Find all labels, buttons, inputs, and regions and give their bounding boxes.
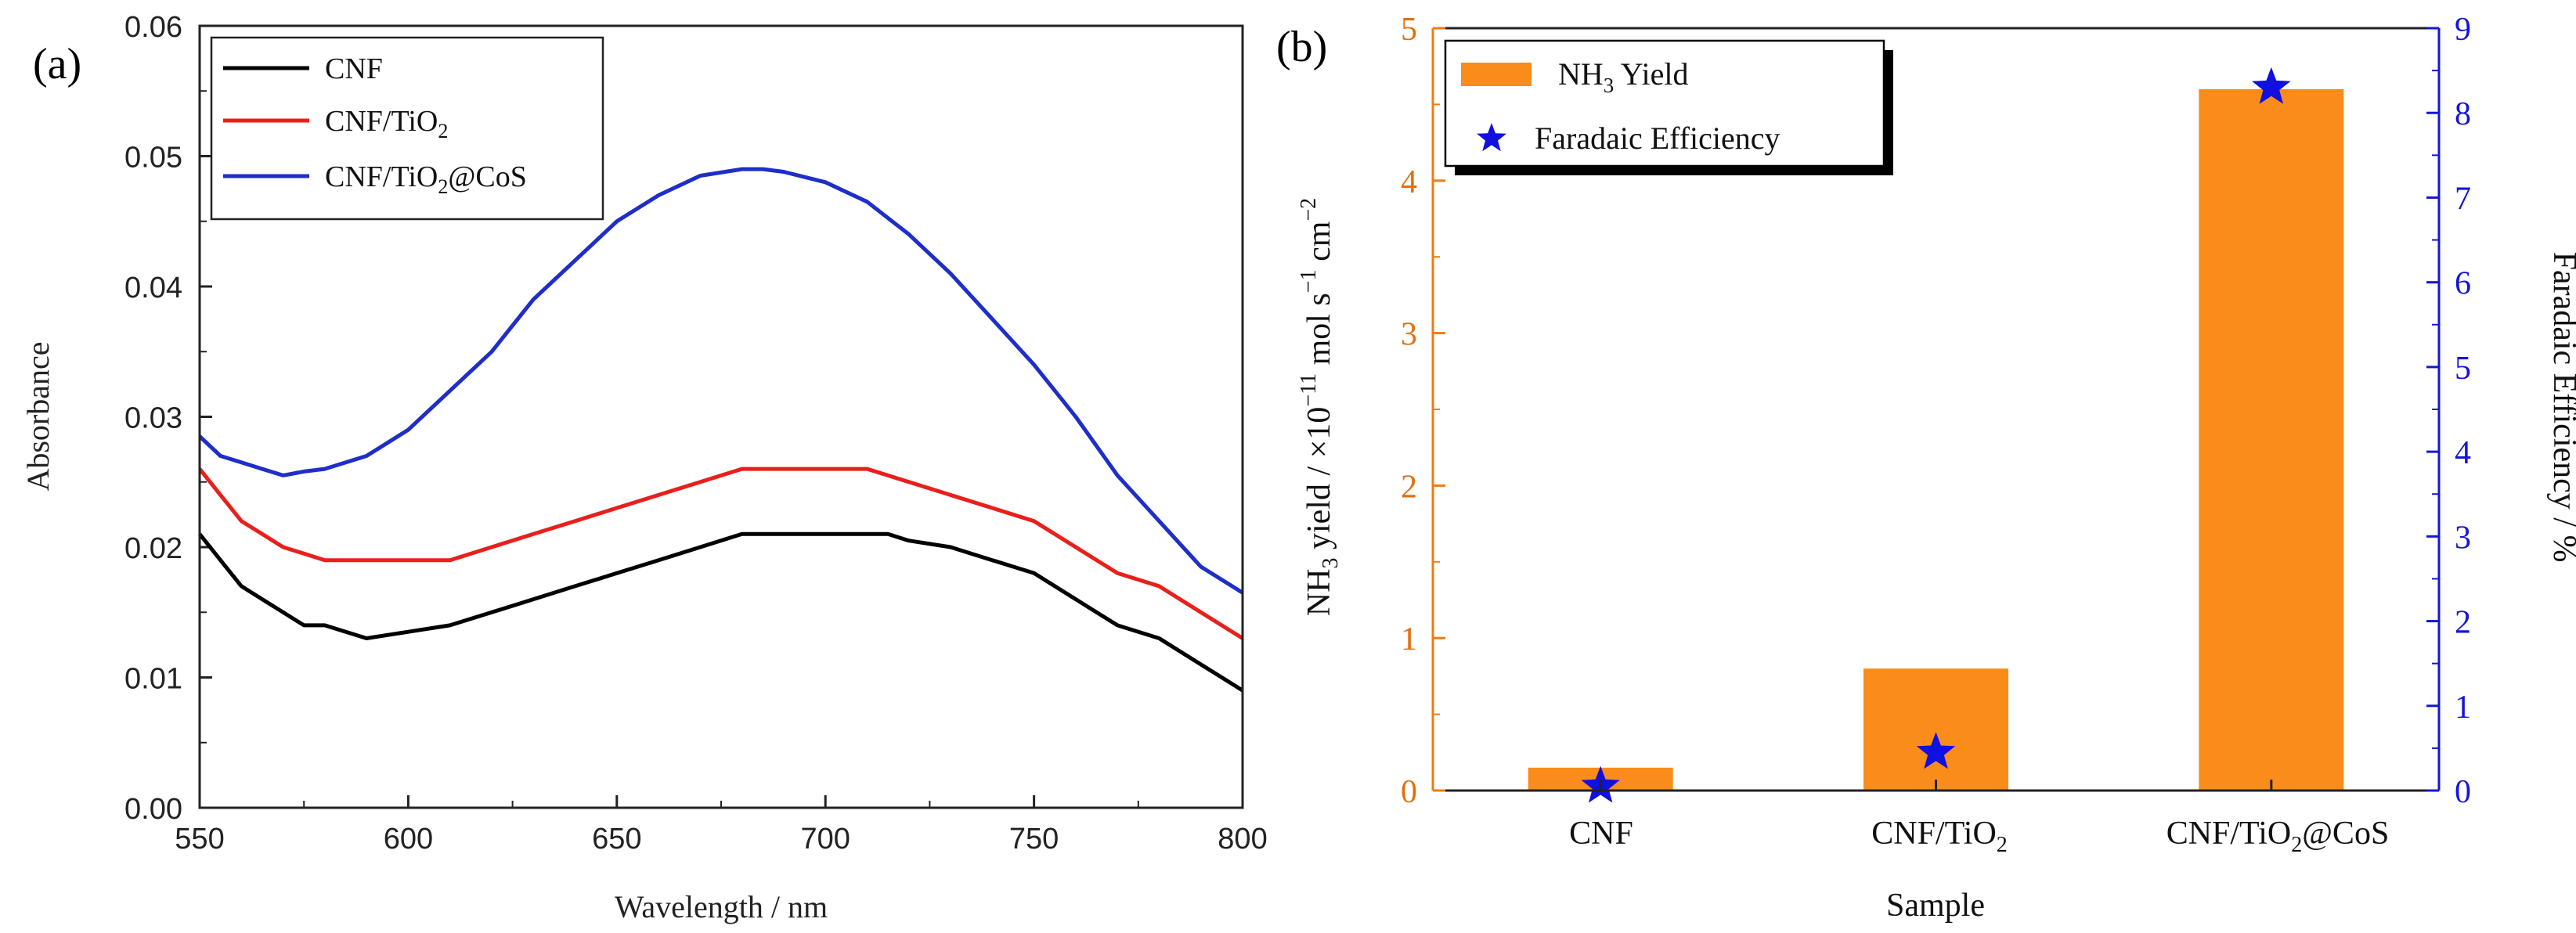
star-marker-cnf-tio2-cos bbox=[2252, 67, 2291, 104]
right-y-tick-label: 4 bbox=[2455, 435, 2471, 471]
panel-b-x-axis-label: Sample bbox=[1886, 888, 1985, 924]
left-y-tick-label: 3 bbox=[1401, 317, 1417, 353]
panel-b-legend-box bbox=[1444, 39, 1885, 168]
left-y-tick-label: 5 bbox=[1401, 12, 1417, 48]
right-y-tick-label: 1 bbox=[2455, 690, 2471, 726]
legend-swatch-faradaic-efficiency bbox=[1477, 123, 1506, 152]
panel-b-left-ticks: 0 1 2 3 4 5 bbox=[1401, 12, 1445, 810]
panel-b: (b) 0 1 2 3 4 5 0 1 2 3 4 5 6 7 8 9 CNF CNF/TiO2 CNF/T… bbox=[1276, 12, 2576, 924]
right-y-tick-label: 9 bbox=[2455, 12, 2471, 48]
legend-label-cnf: CNF bbox=[325, 52, 383, 85]
category-label-cnf-tio2-cos: CNF/TiO2@CoS bbox=[2167, 816, 2390, 857]
bar-cnf-tio2 bbox=[1863, 668, 2008, 791]
panel-b-left-axis-label: NH3 yield / ×10−11 mol s−1 cm−2 bbox=[1297, 198, 1343, 616]
panel-a-label: (a) bbox=[33, 40, 81, 88]
y-tick-label: 0.01 bbox=[124, 663, 182, 696]
left-y-tick-label: 1 bbox=[1401, 621, 1417, 657]
panel-b-label: (b) bbox=[1276, 23, 1327, 71]
panel-a-y-tick-labels: 0.00 0.01 0.02 0.03 0.04 0.05 0.06 bbox=[124, 11, 182, 826]
y-tick-label: 0.05 bbox=[124, 142, 182, 175]
series-line-cnf bbox=[198, 531, 1244, 693]
right-y-tick-label: 5 bbox=[2455, 351, 2471, 387]
category-label-cnf-tio2: CNF/TiO2 bbox=[1871, 816, 2008, 857]
legend-label-cnf-tio2-cos: CNF/TiO2@CoS bbox=[325, 160, 527, 198]
panel-b-right-axis-label: Faradaic Efficiency / % bbox=[2546, 252, 2576, 563]
panel-a-legend: CNF CNF/TiO2 CNF/TiO2@CoS bbox=[210, 36, 604, 221]
panel-b-right-ticks: 0 1 2 3 4 5 6 7 8 9 bbox=[2426, 12, 2471, 810]
x-tick-label: 800 bbox=[1218, 823, 1267, 856]
y-tick-label: 0.03 bbox=[124, 402, 182, 435]
x-tick-label: 600 bbox=[384, 823, 433, 856]
category-label-cnf: CNF bbox=[1569, 816, 1633, 852]
right-y-tick-label: 7 bbox=[2455, 181, 2471, 217]
bar-cnf-tio2-cos bbox=[2199, 88, 2344, 791]
legend-label-nh3-yield: NH3 Yield bbox=[1558, 56, 1688, 97]
legend-label-cnf-tio2: CNF/TiO2 bbox=[325, 105, 448, 142]
y-tick-label: 0.06 bbox=[124, 11, 182, 44]
series-line-cnf-tio2 bbox=[198, 467, 1244, 640]
panel-a-series bbox=[198, 167, 1244, 693]
panel-a: (a) 0.00 0.01 0.02 0.03 0.04 0.05 0.06 550 600 6… bbox=[20, 11, 1268, 924]
right-y-tick-label: 2 bbox=[2455, 605, 2471, 641]
star-marker-cnf-tio2 bbox=[1916, 732, 1956, 769]
y-tick-label: 0.00 bbox=[124, 793, 182, 826]
panel-a-y-axis-label: Absorbance bbox=[20, 341, 56, 491]
y-tick-label: 0.04 bbox=[124, 272, 182, 304]
y-tick-label: 0.02 bbox=[124, 532, 182, 565]
right-y-tick-label: 6 bbox=[2455, 266, 2471, 302]
x-tick-label: 650 bbox=[592, 823, 641, 856]
right-y-tick-label: 3 bbox=[2455, 520, 2471, 556]
left-y-tick-label: 4 bbox=[1401, 164, 1417, 200]
legend-swatch-nh3-yield bbox=[1461, 63, 1532, 86]
left-y-tick-label: 2 bbox=[1401, 469, 1417, 505]
panel-a-x-axis-label: Wavelength / nm bbox=[615, 889, 828, 924]
panel-b-legend: NH3 Yield Faradaic Efficiency bbox=[1444, 39, 1893, 175]
right-y-tick-label: 0 bbox=[2455, 774, 2471, 810]
panel-b-x-ticks bbox=[1599, 780, 2273, 791]
legend-label-faradaic-efficiency: Faradaic Efficiency bbox=[1535, 121, 1780, 156]
left-y-tick-label: 0 bbox=[1401, 774, 1417, 810]
panel-a-frame bbox=[198, 24, 1244, 809]
series-line-cnf-tio2-cos bbox=[198, 167, 1244, 595]
x-tick-label: 750 bbox=[1009, 823, 1059, 856]
panel-a-x-tick-labels: 550 600 650 700 750 800 bbox=[175, 823, 1267, 856]
x-tick-label: 700 bbox=[800, 823, 850, 856]
panel-b-bars bbox=[1528, 88, 2344, 791]
x-tick-label: 550 bbox=[175, 823, 224, 856]
right-y-tick-label: 8 bbox=[2455, 96, 2471, 132]
